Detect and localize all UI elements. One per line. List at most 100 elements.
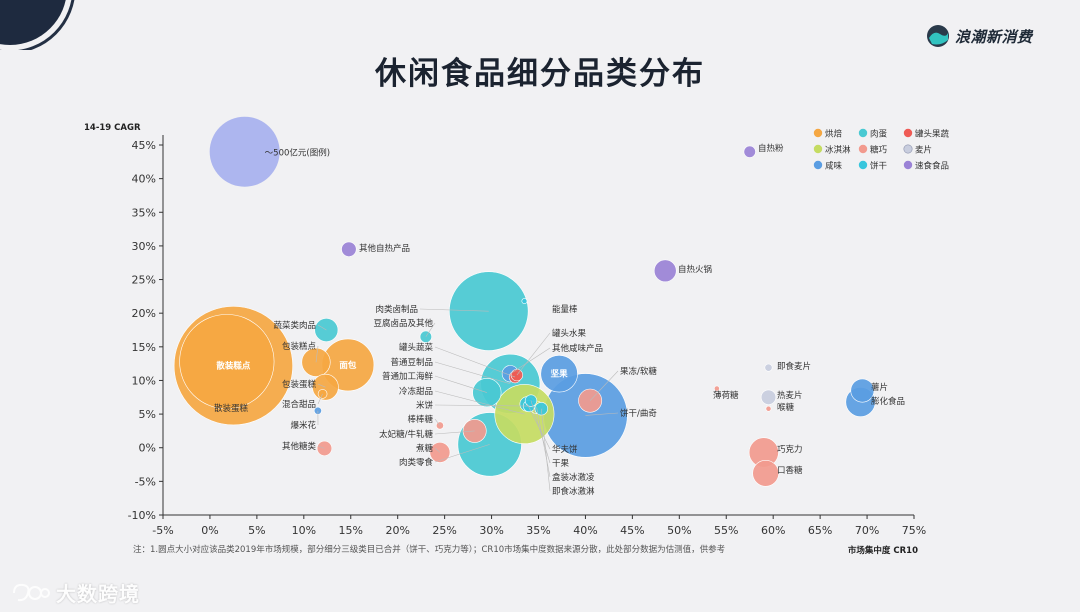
y-tick-label: 25% <box>132 274 156 287</box>
legend-label: 速食食品 <box>915 161 949 172</box>
bubble-label: 果冻/软糖 <box>620 366 657 377</box>
bubble-label: 普通加工海鲜 <box>382 371 434 382</box>
legend-marker <box>858 144 868 154</box>
x-tick-label: 35% <box>526 524 550 537</box>
x-tick-label: 10% <box>292 524 316 537</box>
bubble-label: 即食冰激淋 <box>552 486 595 497</box>
leader-line <box>541 408 551 492</box>
leader-line <box>317 383 326 388</box>
y-axis-label: 14-19 CAGR <box>84 123 141 133</box>
bubble-label: 华夫饼 <box>552 444 578 455</box>
bubble-label: 肉类零食 <box>399 457 434 468</box>
leader-line <box>510 347 551 374</box>
bubble-label: 罐头蔬菜 <box>399 342 434 353</box>
bubble-label: 肉类卤制品 <box>375 304 418 315</box>
leader-line <box>530 400 551 464</box>
legend-label: 咸味 <box>825 161 843 172</box>
bubble-label: 即食麦片 <box>777 361 811 372</box>
legend-marker <box>903 144 913 154</box>
legend-label: 糖巧 <box>870 145 888 156</box>
legend-marker <box>903 160 913 170</box>
bubble-label: 太妃糖/牛轧糖 <box>379 429 433 440</box>
legend-marker <box>813 144 823 154</box>
x-axis-label: 市场集中度 CR10 <box>848 545 918 556</box>
y-tick-label: 15% <box>132 341 156 354</box>
bubble <box>540 355 578 393</box>
bubble <box>752 459 779 487</box>
bubble-label: 其他自热产品 <box>359 243 410 254</box>
watermark-text: 大数跨境 <box>56 582 140 606</box>
legend-label: 麦片 <box>915 145 932 156</box>
bubble-label: 罐头水果 <box>552 328 587 339</box>
bubble-label: 米饼 <box>416 400 434 411</box>
leader-line <box>419 308 489 312</box>
leader-line <box>589 370 619 401</box>
bubble-label: 自热粉 <box>758 143 784 154</box>
leader-line <box>425 322 436 337</box>
leader-line <box>585 412 619 416</box>
legend-marker <box>813 128 823 138</box>
y-tick-label: 30% <box>132 240 156 253</box>
x-tick-label: 30% <box>479 524 503 537</box>
x-tick-label: 75% <box>902 524 926 537</box>
bubble-label: 蔬菜类肉品 <box>273 320 316 331</box>
bubble-label: 混合甜品 <box>282 399 316 410</box>
footnote: 注：1.圆点大小对应该品类2019年市场规模，部分细分三级类目已合并（饼干、巧克… <box>133 545 726 555</box>
bubble-label: 干果 <box>552 459 570 469</box>
bubble-label: 煮糖 <box>416 443 434 454</box>
leader-line <box>434 390 525 415</box>
bubble-label: 散装糕点 <box>216 361 251 372</box>
bubble-label: 口香糖 <box>777 465 803 476</box>
bubble <box>765 405 772 412</box>
legend-label: 冰淇淋 <box>825 145 851 156</box>
bubble <box>179 314 275 410</box>
x-tick-label: 55% <box>714 524 738 537</box>
bubble-label: 饼干/曲奇 <box>620 408 657 419</box>
leader-line <box>317 324 327 331</box>
legend-marker <box>858 128 868 138</box>
bubble <box>341 241 357 257</box>
bubble <box>760 389 777 405</box>
brand-logo: 浪潮新消费 <box>926 24 1033 48</box>
leader-line <box>434 375 487 393</box>
bubble <box>653 259 677 283</box>
x-tick-label: 60% <box>761 524 785 537</box>
bubble <box>435 421 444 430</box>
x-tick-label: 0% <box>201 524 218 537</box>
legend-marker <box>813 160 823 170</box>
x-tick-label: 5% <box>248 524 265 537</box>
y-tick-label: 35% <box>132 206 156 219</box>
legend-marker <box>903 128 913 138</box>
leader-line <box>434 404 530 407</box>
bubble-label: 巧克力 <box>777 444 803 455</box>
bubble <box>850 378 875 403</box>
bubble-label: 热麦片 <box>777 390 803 401</box>
leader-line <box>317 393 323 405</box>
x-tick-label: 65% <box>808 524 832 537</box>
corner-decoration <box>0 0 75 50</box>
leader-line <box>434 430 475 435</box>
bubble-label: 散装蛋糕 <box>214 403 249 414</box>
x-tick-label: 70% <box>855 524 879 537</box>
x-tick-label: 45% <box>620 524 644 537</box>
bubble-label: 薯片 <box>871 382 888 393</box>
bubble <box>521 298 528 304</box>
bubble-label: 坚果 <box>551 369 569 380</box>
leader-line <box>434 346 516 378</box>
bubble-label: 普通豆制品 <box>390 357 433 368</box>
bubble-label: 膨化食品 <box>871 396 905 407</box>
y-tick-label: 0% <box>139 442 156 455</box>
legend-marker <box>858 160 868 170</box>
leader-line <box>434 444 490 463</box>
legend-label: 烘焙 <box>825 129 843 140</box>
bubble <box>743 145 756 158</box>
y-tick-label: 45% <box>132 139 156 152</box>
leader-line <box>317 445 325 449</box>
watermark: 大数跨境 <box>10 578 140 607</box>
bubble-label: 面包 <box>339 360 357 371</box>
legend-label: 罐头果蔬 <box>915 129 950 140</box>
bubble <box>764 363 773 372</box>
page-title: 休闲食品细分品类分布 <box>375 56 705 92</box>
bubble <box>713 385 720 392</box>
leader-line <box>315 345 319 363</box>
